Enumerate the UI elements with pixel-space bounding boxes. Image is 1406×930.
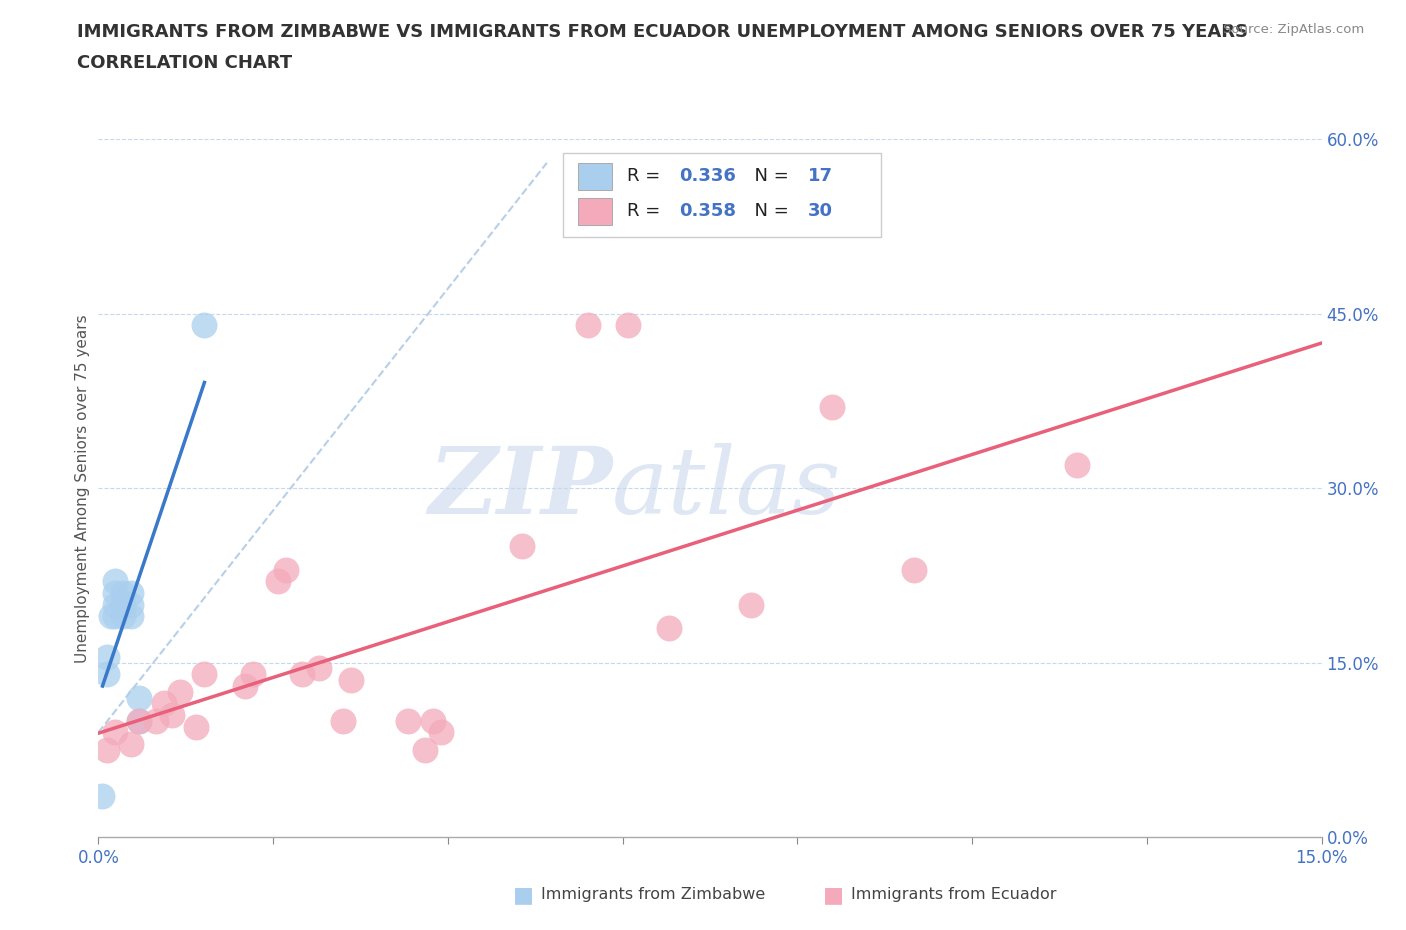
Point: [186, 719, 208, 734]
Point: [96, 649, 118, 664]
Point: [308, 661, 330, 676]
Text: R =: R =: [627, 167, 666, 185]
Point: [413, 742, 436, 757]
Text: IMMIGRANTS FROM ZIMBABWE VS IMMIGRANTS FROM ECUADOR UNEMPLOYMENT AMONG SENIORS O: IMMIGRANTS FROM ZIMBABWE VS IMMIGRANTS F…: [77, 23, 1249, 41]
Point: [104, 609, 127, 624]
Point: [120, 586, 142, 601]
FancyBboxPatch shape: [578, 164, 612, 190]
Y-axis label: Unemployment Among Seniors over 75 years: Unemployment Among Seniors over 75 years: [75, 314, 90, 662]
Point: [128, 713, 150, 728]
Point: [128, 713, 150, 728]
Point: [422, 713, 444, 728]
Point: [267, 574, 290, 589]
Text: N =: N =: [742, 203, 794, 220]
Point: [120, 597, 142, 612]
Point: [430, 725, 453, 740]
Text: 17: 17: [808, 167, 832, 185]
Point: [128, 690, 150, 705]
Point: [512, 539, 534, 554]
Point: [576, 318, 599, 333]
Point: [291, 667, 314, 682]
Point: [152, 696, 174, 711]
Point: [821, 400, 844, 415]
Point: [169, 684, 191, 699]
Text: R =: R =: [627, 203, 666, 220]
Text: 0.358: 0.358: [679, 203, 737, 220]
Text: 0.336: 0.336: [679, 167, 737, 185]
Text: CORRELATION CHART: CORRELATION CHART: [77, 54, 292, 72]
Point: [233, 679, 256, 694]
Text: ■: ■: [823, 884, 844, 905]
Text: Immigrants from Zimbabwe: Immigrants from Zimbabwe: [541, 887, 765, 902]
Point: [120, 737, 142, 751]
Text: N =: N =: [742, 167, 794, 185]
Point: [111, 597, 134, 612]
Point: [340, 672, 363, 687]
Point: [740, 597, 762, 612]
Point: [658, 620, 681, 635]
Point: [193, 318, 215, 333]
Point: [193, 667, 215, 682]
Point: [120, 609, 142, 624]
Text: atlas: atlas: [612, 444, 842, 533]
Point: [96, 667, 118, 682]
Text: 30: 30: [808, 203, 832, 220]
Point: [617, 318, 640, 333]
Point: [903, 562, 925, 577]
Point: [100, 609, 122, 624]
Text: Source: ZipAtlas.com: Source: ZipAtlas.com: [1223, 23, 1364, 36]
Point: [145, 713, 167, 728]
Point: [274, 562, 297, 577]
Text: Immigrants from Ecuador: Immigrants from Ecuador: [851, 887, 1056, 902]
FancyBboxPatch shape: [578, 198, 612, 225]
Text: ■: ■: [513, 884, 534, 905]
Point: [91, 789, 114, 804]
Point: [104, 586, 127, 601]
Point: [242, 667, 264, 682]
Point: [332, 713, 354, 728]
Point: [396, 713, 419, 728]
Point: [160, 708, 183, 723]
Text: ZIP: ZIP: [427, 444, 612, 533]
Point: [1066, 458, 1088, 472]
Point: [96, 742, 118, 757]
Point: [104, 597, 127, 612]
Point: [111, 586, 134, 601]
FancyBboxPatch shape: [564, 153, 882, 237]
Point: [104, 574, 127, 589]
Point: [111, 609, 134, 624]
Point: [104, 725, 127, 740]
